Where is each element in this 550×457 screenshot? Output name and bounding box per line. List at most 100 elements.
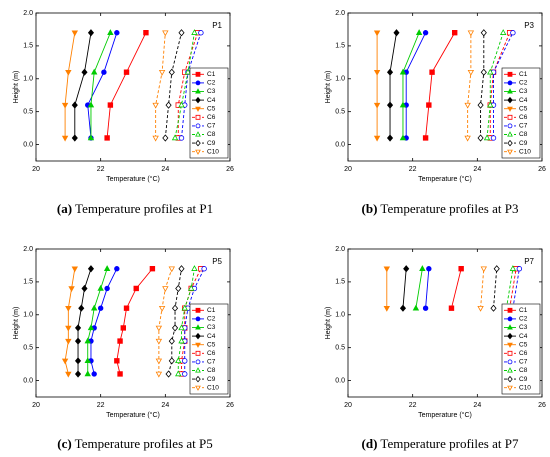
data-point [490,304,497,312]
data-point [81,68,88,76]
data-point [191,29,198,35]
data-point [178,324,185,331]
x-axis-label: Temperature (°C) [106,411,160,419]
data-point [162,134,169,142]
caption-text: Temperature profiles at P7 [380,436,519,451]
legend-marker [507,342,513,348]
data-point [487,68,494,75]
legend-label: C9 [519,376,528,383]
data-point [103,265,111,271]
data-point [114,358,120,364]
legend-marker [195,123,201,129]
legend-label: C10 [207,148,219,155]
data-point [178,135,185,141]
legend-marker [507,385,513,391]
data-point [162,286,169,293]
data-point [399,304,407,312]
x-tick-label: 26 [538,402,546,409]
legend-marker [507,350,513,356]
data-point [383,305,391,312]
legend-label: C2 [519,316,528,323]
x-tick-label: 24 [161,402,169,409]
legend-marker [195,114,201,120]
legend-label: C5 [519,341,528,348]
legend-label: C6 [519,350,528,357]
data-point [165,101,172,109]
series-line [402,32,420,138]
series-line [158,268,173,374]
data-point [429,69,435,75]
y-tick-label: 1.0 [23,76,33,83]
data-point [87,265,95,273]
data-point [107,29,114,35]
series-line [489,32,511,138]
legend-marker [507,324,513,330]
data-point [71,266,79,273]
data-point [74,357,82,365]
data-point [97,305,104,311]
series-line [493,268,498,309]
y-tick-label: 1.5 [335,279,345,286]
legend-marker [507,316,513,322]
legend-marker [195,71,201,77]
y-tick-label: 1.0 [335,312,345,319]
y-tick-label: 1.0 [335,76,345,83]
legend-label: C7 [207,359,216,366]
series-line [402,268,407,309]
legend-marker [507,359,513,365]
data-point [182,371,188,377]
legend-marker [195,342,201,348]
legend-label: C4 [207,97,216,104]
data-point [168,337,175,345]
data-point [499,29,507,35]
caption-label: (a) [57,201,72,216]
data-point [412,304,420,311]
legend-label: C3 [519,324,528,331]
data-point [117,371,123,377]
series-line [425,32,456,139]
legend-marker [507,375,513,383]
data-point [155,338,163,345]
legend-label: C3 [519,88,528,95]
data-point [84,337,91,344]
data-point [178,265,185,273]
legend-marker [195,307,201,313]
legend-marker [507,114,513,120]
legend-label: C6 [519,114,528,121]
data-point [509,265,517,271]
x-tick-label: 20 [344,402,352,409]
data-point [165,370,172,378]
data-point [448,305,455,311]
data-point [490,135,497,141]
caption: (c) Temperature profiles at P5 [57,436,213,451]
data-point [399,68,407,75]
legend-label: C10 [207,384,219,391]
y-tick-label: 0.0 [335,141,345,148]
data-point [65,371,72,378]
data-point [114,30,120,36]
data-point [65,325,72,332]
legend-label: C5 [519,105,528,112]
data-point [168,266,176,273]
x-axis-label: Temperature (°C) [418,175,472,183]
data-point [201,266,207,272]
legend-label: C4 [207,333,216,340]
data-point [61,102,69,109]
caption-label: (c) [57,436,71,451]
legend-marker [507,80,513,86]
legend-marker [195,96,201,104]
series-line [451,268,462,309]
data-point [187,284,195,291]
legend-marker [195,350,201,356]
legend-label: C8 [519,131,528,138]
data-point [123,305,130,311]
legend-marker [507,332,513,340]
series-line [425,268,430,309]
data-point [477,305,484,312]
data-point [415,29,423,35]
data-point [386,134,394,142]
x-tick-label: 26 [226,402,234,409]
x-tick-label: 22 [409,402,417,409]
data-point [181,304,188,311]
